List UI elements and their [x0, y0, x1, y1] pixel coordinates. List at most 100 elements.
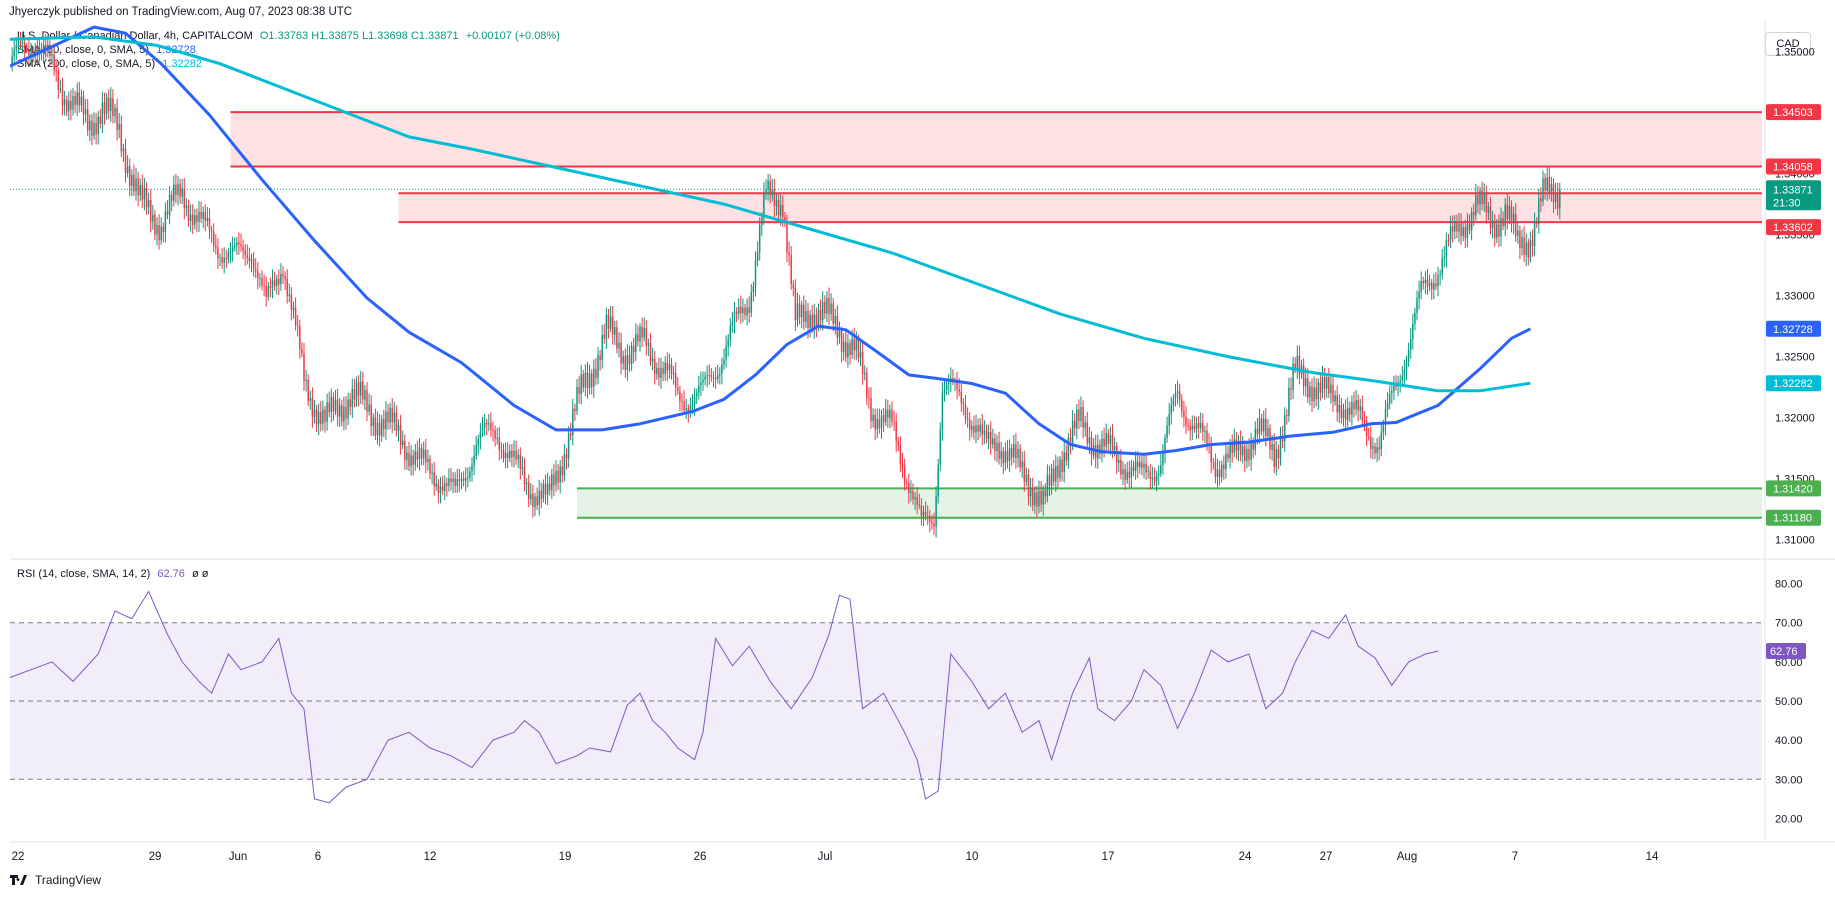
- candle-body: [1160, 465, 1162, 474]
- candle-body: [416, 451, 419, 460]
- candle-body: [437, 483, 440, 494]
- candle-body: [1416, 298, 1418, 313]
- candle-body: [830, 303, 832, 315]
- candle-body: [212, 231, 215, 246]
- candle-body: [922, 511, 925, 516]
- candle-body: [1512, 213, 1515, 224]
- candle-body: [1344, 409, 1347, 420]
- candle-body: [1510, 206, 1513, 224]
- candle-body: [471, 465, 473, 472]
- candle-body: [500, 449, 503, 451]
- candle-body: [1015, 444, 1017, 459]
- candle-body: [292, 307, 295, 310]
- rsi-legend[interactable]: RSI (14, close, SMA, 14, 2) 62.76 ø ø: [17, 568, 208, 580]
- candle-body: [530, 494, 532, 500]
- candle-body: [1428, 283, 1431, 287]
- candle-body: [679, 390, 681, 402]
- rsi-tag-label: 62.76: [1770, 646, 1798, 658]
- candle-body: [771, 189, 774, 196]
- candle-body: [729, 325, 732, 340]
- candle-body: [769, 180, 771, 196]
- candle-body: [1535, 221, 1538, 224]
- candle-body: [1454, 221, 1456, 232]
- candle-body: [1076, 409, 1078, 429]
- candle-body: [1029, 488, 1032, 497]
- candle-body: [1456, 221, 1458, 232]
- candle-body: [397, 425, 400, 431]
- candle-body: [259, 278, 261, 280]
- candle-body: [1548, 177, 1551, 194]
- candle-body: [677, 387, 679, 391]
- brand-label: TradingView: [35, 873, 102, 887]
- time-tick-label: 7: [1512, 851, 1518, 863]
- candle-body: [1065, 452, 1068, 461]
- candle-body: [154, 214, 156, 235]
- candle-body: [1183, 410, 1185, 417]
- price-chart[interactable]: 1.350001.345001.340001.335001.330001.325…: [0, 0, 1835, 865]
- candle-body: [217, 247, 219, 258]
- candle-body: [750, 292, 753, 313]
- candle-body: [1386, 403, 1389, 410]
- candle-body: [1338, 405, 1341, 413]
- candle-body: [616, 327, 618, 349]
- candle-body: [796, 303, 799, 321]
- rsi-tick-label: 60.00: [1775, 657, 1803, 669]
- candle-body: [1038, 491, 1040, 507]
- candle-body: [156, 225, 158, 235]
- candle-body: [313, 409, 316, 417]
- candle-body: [1042, 490, 1044, 505]
- candle-body: [364, 390, 366, 400]
- candle-body: [1153, 477, 1156, 481]
- candle-body: [1199, 423, 1202, 429]
- candle-body: [1281, 436, 1284, 442]
- candle-body: [366, 390, 368, 412]
- candle-body: [1235, 439, 1238, 451]
- candle-body: [1246, 448, 1248, 461]
- candle-body: [332, 396, 335, 412]
- symbol-legend[interactable]: U.S. Dollar / Canadian Dollar, 4h, CAPIT…: [17, 30, 560, 42]
- candle-body: [813, 314, 816, 329]
- candle-body: [1071, 420, 1074, 444]
- candle-body: [851, 338, 853, 355]
- candle-body: [328, 402, 330, 413]
- candle-body: [1498, 224, 1500, 237]
- zone-band: [230, 112, 1762, 167]
- candle-body: [1206, 430, 1208, 445]
- candle-body: [908, 482, 910, 493]
- candle-body: [1353, 402, 1355, 410]
- candle-body: [112, 98, 114, 117]
- candle-body: [929, 516, 931, 522]
- candle-body: [124, 148, 127, 174]
- candle-body: [1422, 280, 1425, 284]
- candle-body: [691, 404, 694, 407]
- candle-body: [257, 271, 259, 279]
- candle-body: [303, 353, 305, 382]
- candle-body: [492, 429, 494, 431]
- candle-body: [593, 368, 595, 387]
- candle-body: [855, 339, 858, 350]
- candle-body: [1409, 338, 1412, 350]
- candle-body: [1134, 461, 1137, 471]
- candle-body: [454, 478, 456, 486]
- candle-body: [863, 372, 866, 374]
- candle-body: [401, 440, 404, 446]
- candle-body: [198, 211, 200, 222]
- candle-body: [584, 372, 587, 388]
- currency-button[interactable]: CAD: [1765, 32, 1811, 56]
- candle-body: [1044, 490, 1047, 497]
- candle-body: [334, 399, 337, 412]
- candle-body: [435, 483, 438, 487]
- candle-body: [1372, 446, 1374, 449]
- candle-body: [1325, 377, 1328, 389]
- candle-body: [1197, 423, 1200, 429]
- candle-body: [236, 242, 238, 246]
- candle-body: [1472, 211, 1475, 216]
- tradingview-brand[interactable]: TradingView: [9, 873, 101, 887]
- candle-body: [853, 338, 855, 350]
- candle-body: [30, 53, 32, 56]
- candle-body: [467, 477, 469, 479]
- candle-body: [490, 423, 492, 430]
- candle-body: [765, 189, 767, 193]
- candle-body: [1084, 422, 1086, 428]
- candle-body: [1277, 449, 1280, 459]
